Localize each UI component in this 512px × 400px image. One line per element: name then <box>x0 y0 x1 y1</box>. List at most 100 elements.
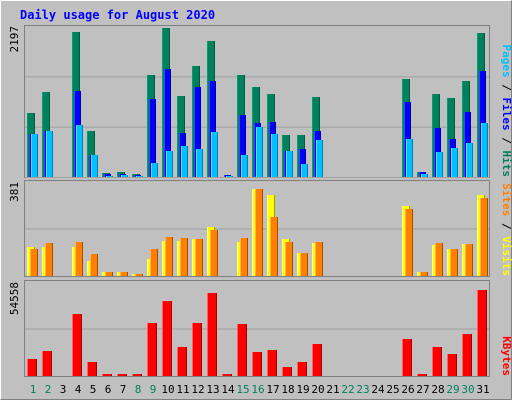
bar-hits-day-20-highlight <box>312 97 313 177</box>
bar-hits-day-11-highlight <box>177 96 178 177</box>
bar-files-day-9-shadow <box>155 99 156 177</box>
bar-pages-day-17 <box>271 134 278 177</box>
x-tick-day-27: 27 <box>416 383 429 396</box>
x-tick-day-12: 12 <box>191 383 204 396</box>
bar-sites-day-28-highlight <box>435 243 436 276</box>
bar-pages-day-8-fill <box>136 176 143 177</box>
bar-kbytes-day-15 <box>237 324 247 376</box>
bar-sites-day-31-highlight <box>480 198 481 276</box>
bar-visits-day-31-highlight <box>477 195 478 276</box>
bar-files-day-31-highlight <box>479 71 480 177</box>
bar-kbytes-day-8-highlight <box>132 374 133 376</box>
bar-sites-day-19 <box>300 253 308 276</box>
bar-sites-day-16 <box>255 189 263 276</box>
bar-kbytes-day-12-highlight <box>192 323 193 376</box>
bar-sites-day-26-shadow <box>412 209 413 276</box>
bar-pages-day-29-fill <box>451 148 458 177</box>
bar-sites-day-6-highlight <box>105 272 106 276</box>
bar-hits-day-15-highlight <box>237 75 238 177</box>
bar-visits-day-10-highlight <box>162 241 163 276</box>
bar-kbytes-day-31 <box>477 290 487 376</box>
bar-files-day-9 <box>149 99 156 177</box>
bar-pages-day-16-highlight <box>256 127 257 177</box>
bar-sites-day-2-shadow <box>52 243 53 276</box>
legends: Pages / Files / Hits Sites / Visits KBytes <box>500 45 512 377</box>
bar-kbytes-day-5 <box>87 362 97 376</box>
bar-hits-day-17-highlight <box>267 94 268 177</box>
bar-kbytes-day-16-shadow <box>261 352 262 376</box>
bar-kbytes-day-6-fill <box>102 374 112 376</box>
bar-sites-day-28-fill <box>435 243 443 276</box>
bar-sites-day-29-shadow <box>457 249 458 276</box>
bar-pages-day-31-shadow <box>487 123 488 177</box>
bar-visits-day-4-highlight <box>72 247 73 276</box>
bar-sites-day-27-highlight <box>420 272 421 276</box>
legend-visits: Visits <box>500 236 512 276</box>
bar-kbytes-day-31-shadow <box>486 290 487 376</box>
bar-pages-day-26 <box>406 139 413 177</box>
bar-pages-day-5-highlight <box>91 155 92 177</box>
bar-files-day-29-highlight <box>449 139 450 177</box>
bar-sites-day-10-fill <box>165 237 173 276</box>
x-tick-day-28: 28 <box>431 383 444 396</box>
legend-hits: Hits <box>500 151 512 178</box>
bar-sites-day-9 <box>150 249 158 276</box>
bar-kbytes-day-28 <box>432 347 442 376</box>
bar-visits-day-7-highlight <box>117 272 118 276</box>
bar-kbytes-day-9-highlight <box>147 323 148 376</box>
x-tick-day-22: 22 <box>341 383 354 396</box>
bar-sites-day-13-shadow <box>217 230 218 276</box>
bar-pages-day-18-highlight <box>286 151 287 177</box>
bar-files-day-16-highlight <box>254 123 255 177</box>
bar-hits-day-31-highlight <box>477 33 478 177</box>
bar-kbytes-day-8-shadow <box>141 374 142 376</box>
bar-sites-day-11-highlight <box>180 238 181 276</box>
bar-kbytes-day-5-highlight <box>87 362 88 376</box>
bar-pages-day-17-shadow <box>277 134 278 177</box>
bar-kbytes-day-17-highlight <box>267 350 268 376</box>
bar-sites-day-11-shadow <box>187 238 188 276</box>
chart-title: Daily usage for August 2020 <box>20 8 215 22</box>
bar-files-day-13-shadow <box>215 81 216 177</box>
bar-sites-day-6-shadow <box>112 272 113 276</box>
x-tick-day-8: 8 <box>135 383 142 396</box>
x-tick-day-10: 10 <box>161 383 174 396</box>
x-tick-day-20: 20 <box>311 383 324 396</box>
bar-hits-day-5 <box>87 131 95 177</box>
x-tick-day-24: 24 <box>371 383 385 396</box>
bar-hits-day-7-highlight <box>117 172 118 177</box>
bar-kbytes-day-8-fill <box>132 374 142 376</box>
bar-kbytes-day-19 <box>297 362 307 376</box>
bar-kbytes-day-5-fill <box>87 362 97 376</box>
bar-sites-day-7-shadow <box>127 272 128 276</box>
x-tick-day-6: 6 <box>105 383 112 396</box>
bar-sites-day-30-highlight <box>465 244 466 276</box>
bar-kbytes-day-10-fill <box>162 301 172 376</box>
bar-kbytes-day-12-fill <box>192 323 202 376</box>
bar-kbytes-day-10-shadow <box>171 301 172 376</box>
bar-sites-day-12-highlight <box>195 239 196 276</box>
bar-files-day-6 <box>104 174 111 177</box>
bar-hits-day-4-highlight <box>72 32 73 177</box>
bar-pages-day-11-highlight <box>181 146 182 177</box>
bar-pages-day-27-highlight <box>421 174 422 177</box>
bar-kbytes-day-6 <box>102 374 112 376</box>
bar-kbytes-day-11-shadow <box>186 347 187 376</box>
bar-pages-day-12-shadow <box>202 149 203 177</box>
bar-sites-day-15-fill <box>240 238 248 276</box>
bar-hits-day-10-highlight <box>162 28 163 177</box>
bar-kbytes-day-15-shadow <box>246 324 247 376</box>
bar-kbytes-day-29 <box>447 354 457 376</box>
panel-visits-frame <box>24 180 490 277</box>
bar-pages-day-5-fill <box>91 155 98 177</box>
bar-kbytes-day-30-fill <box>462 334 472 376</box>
bar-pages-day-1-fill <box>31 134 38 177</box>
bar-pages-day-8-shadow <box>142 176 143 177</box>
bar-sites-day-1-shadow <box>37 249 38 276</box>
bar-kbytes-day-18-fill <box>282 367 292 376</box>
bar-kbytes-day-27-fill <box>417 374 427 376</box>
bar-pages-day-8 <box>136 176 143 177</box>
x-tick-day-7: 7 <box>120 383 127 396</box>
bar-sites-day-27 <box>420 272 428 276</box>
bar-sites-day-9-shadow <box>157 249 158 276</box>
